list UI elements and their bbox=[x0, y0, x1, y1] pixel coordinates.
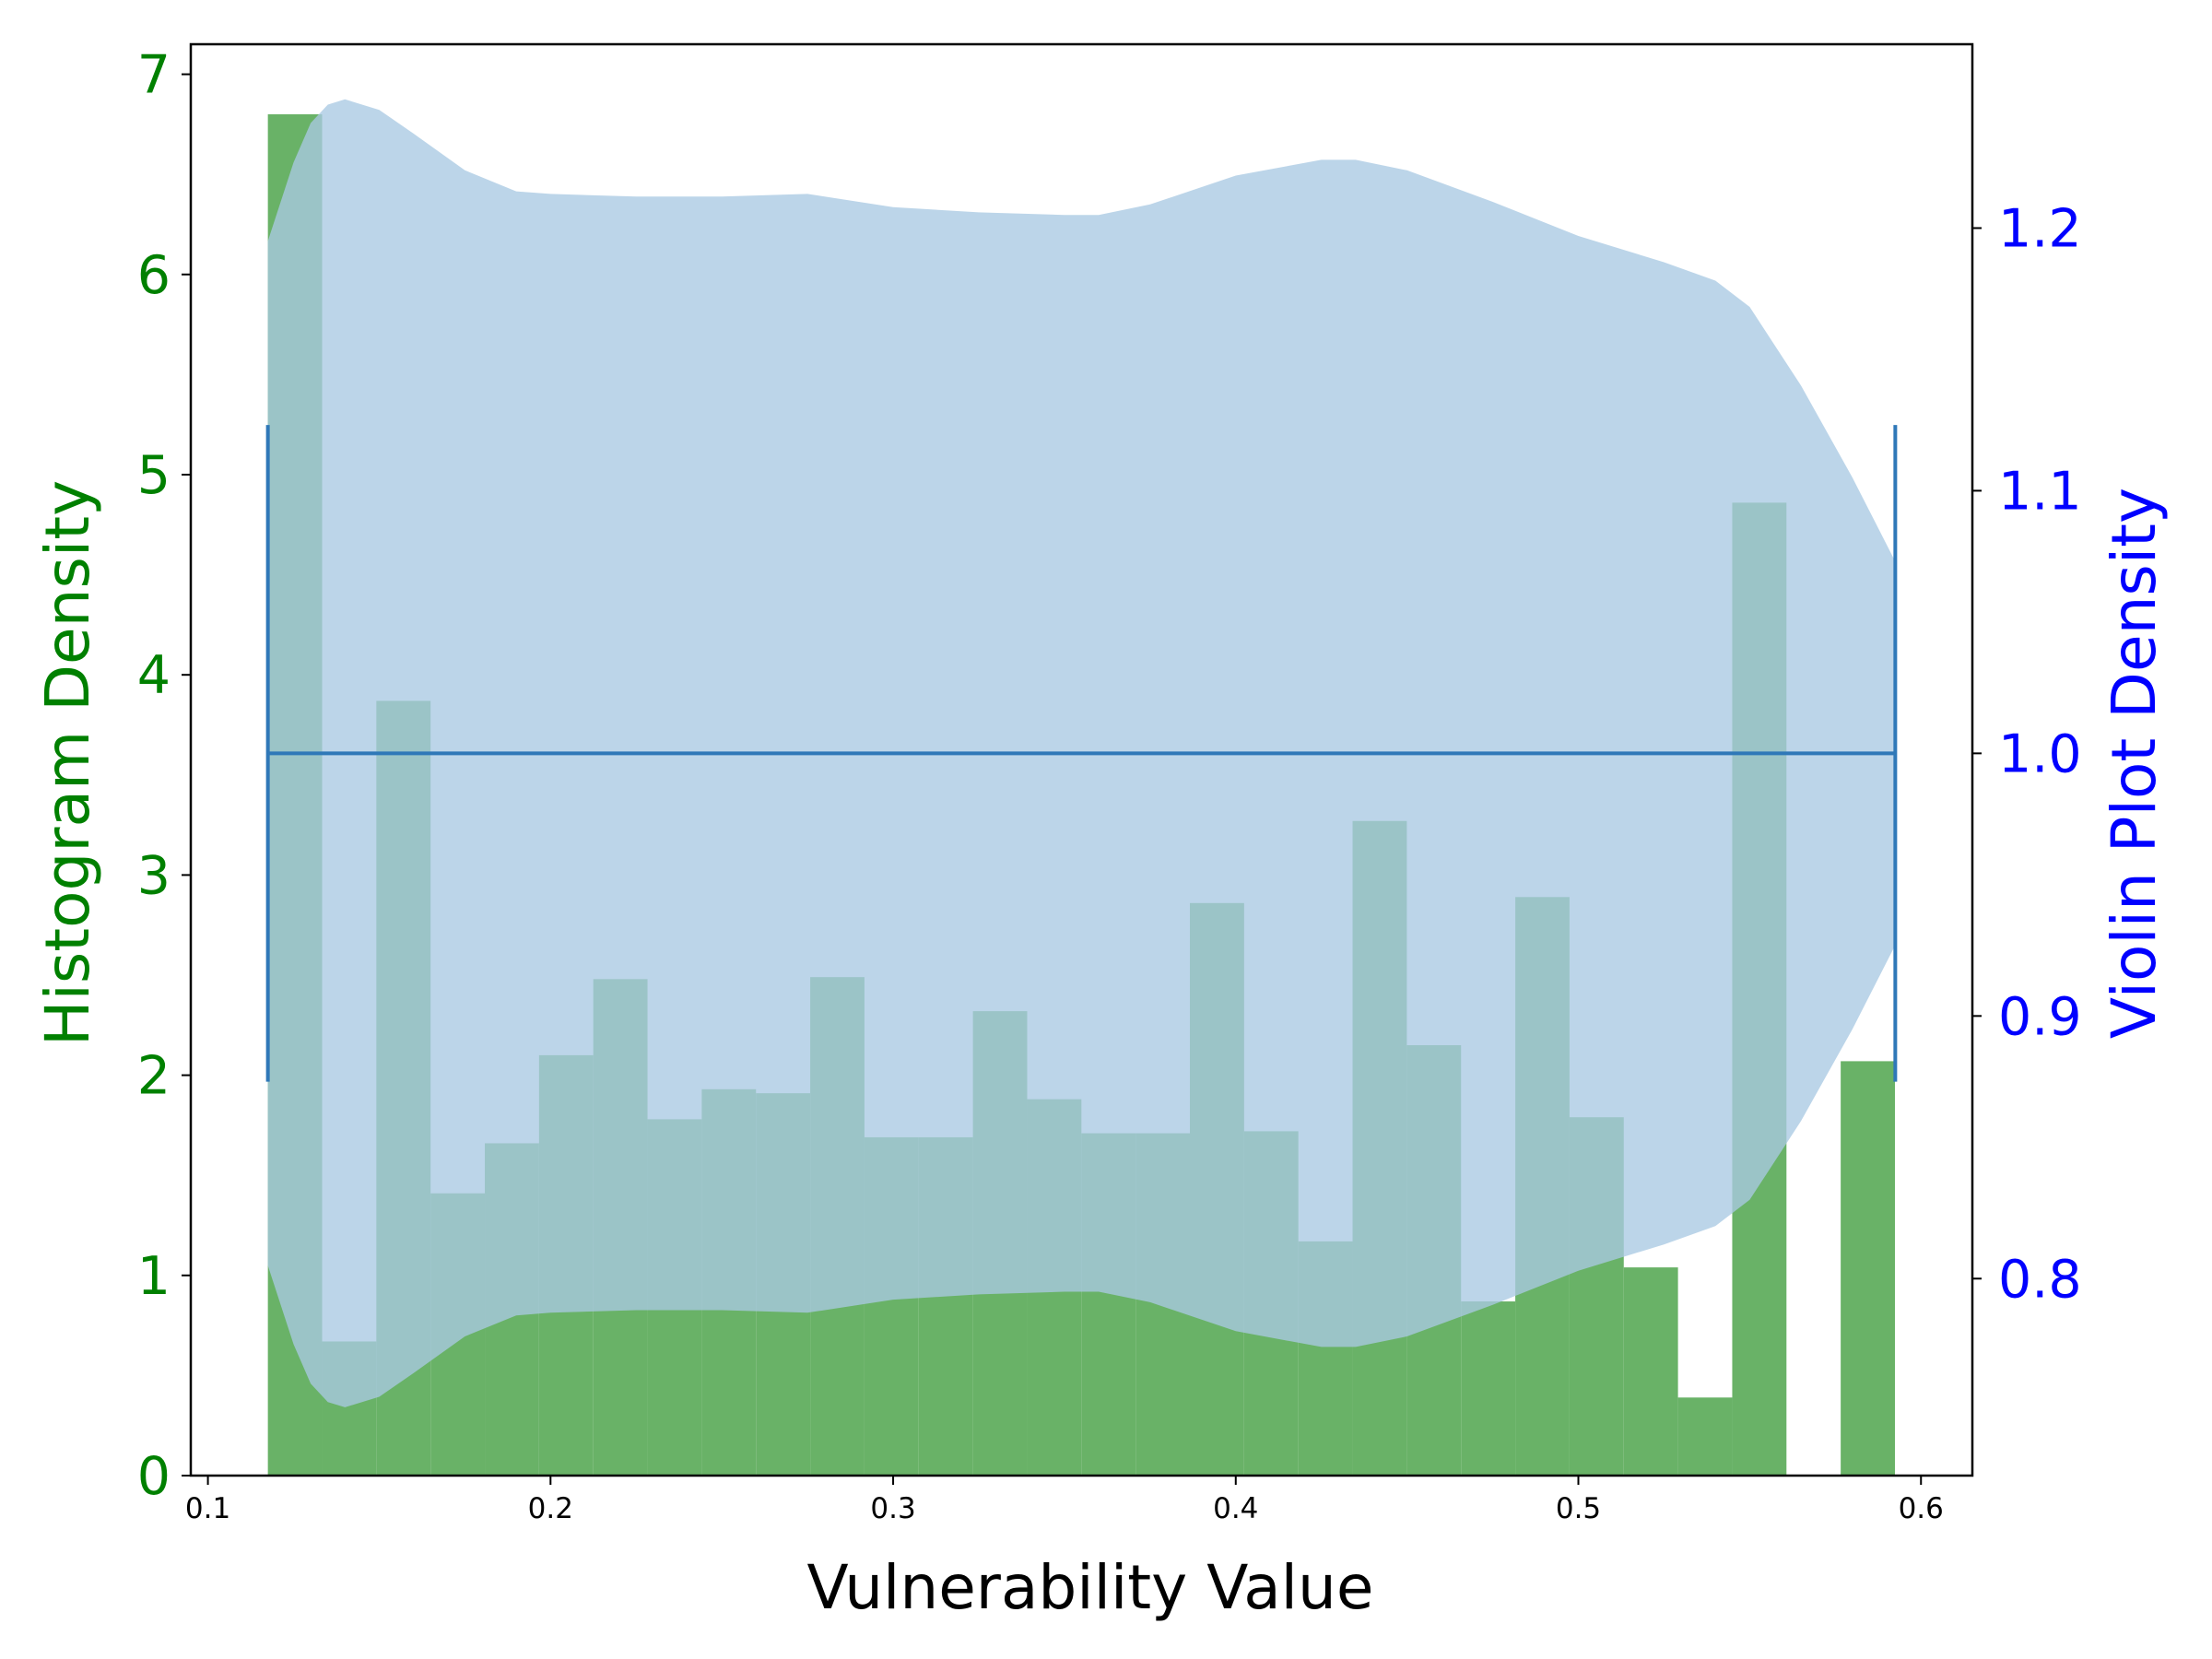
histogram-bar bbox=[1677, 1397, 1733, 1476]
plot-area bbox=[189, 42, 1974, 1477]
y-right-tick-label: 0.8 bbox=[1998, 1249, 2082, 1310]
histogram-bar bbox=[1623, 1267, 1678, 1476]
y-left-tick-label: 4 bbox=[137, 645, 171, 706]
x-tick-label: 0.4 bbox=[1213, 1492, 1258, 1525]
y-left-tick-label: 5 bbox=[137, 445, 171, 506]
histogram-bar bbox=[1841, 1061, 1895, 1476]
y-right-tick-label: 1.1 bbox=[1998, 461, 2082, 522]
x-tick-label: 0.2 bbox=[528, 1492, 573, 1525]
x-tick-label: 0.3 bbox=[870, 1492, 915, 1525]
plot-frame bbox=[189, 42, 1974, 1477]
y-right-axis-title: Violin Plot Density bbox=[2099, 488, 2170, 1039]
y-right-tick-label: 1.0 bbox=[1998, 724, 2082, 784]
histogram-bar bbox=[1461, 1301, 1516, 1476]
x-tick-label: 0.6 bbox=[1899, 1492, 1944, 1525]
y-right-tick-label: 1.2 bbox=[1998, 198, 2082, 259]
x-tick-label: 0.5 bbox=[1556, 1492, 1601, 1525]
y-left-tick-label: 0 bbox=[137, 1446, 171, 1507]
y-left-tick-label: 1 bbox=[137, 1246, 171, 1307]
y-left-tick-label: 2 bbox=[137, 1046, 171, 1107]
y-left-tick-label: 6 bbox=[137, 245, 171, 306]
y-left-axis-title: Histogram Density bbox=[32, 480, 103, 1046]
x-tick-label: 0.1 bbox=[185, 1492, 230, 1525]
y-right-tick-label: 0.9 bbox=[1998, 986, 2082, 1047]
x-axis-title: Vulnerability Value bbox=[807, 1552, 1374, 1623]
y-left-tick-label: 3 bbox=[137, 845, 171, 906]
y-left-tick-label: 7 bbox=[137, 45, 171, 106]
